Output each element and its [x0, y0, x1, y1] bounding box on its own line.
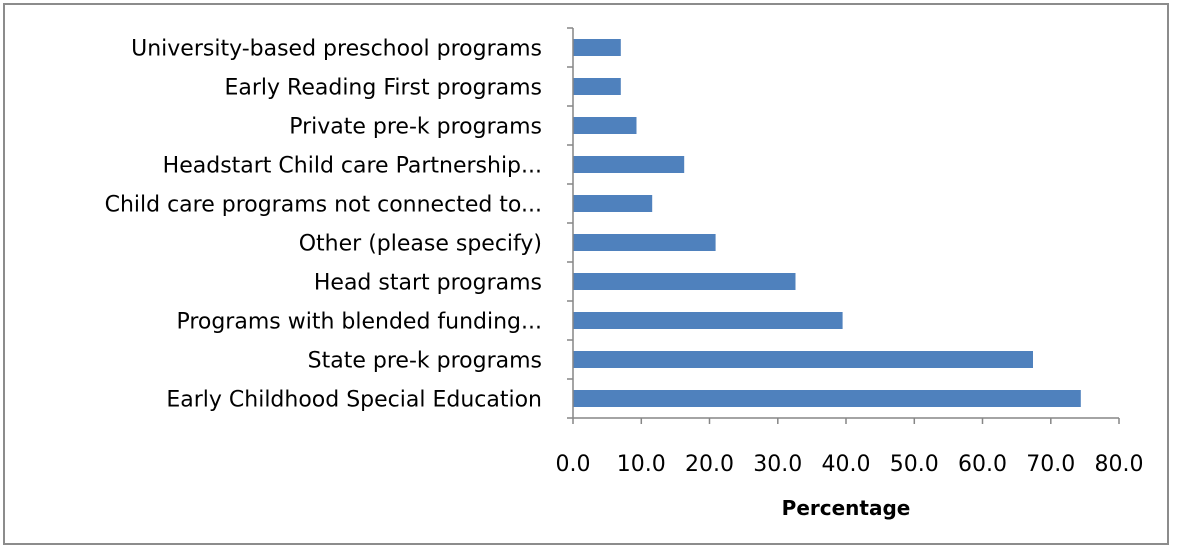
category-label: Child care programs not connected to... [105, 193, 542, 218]
bar [573, 78, 621, 95]
bar [573, 351, 1033, 368]
category-label: Early Childhood Special Education [166, 388, 542, 413]
x-tick-label: 0.0 [556, 452, 591, 477]
bar [573, 273, 796, 290]
category-label: Headstart Child care Partnership... [163, 154, 542, 179]
category-label: Private pre-k programs [289, 115, 542, 140]
category-label: Head start programs [314, 271, 542, 296]
x-tick-label: 60.0 [958, 452, 1007, 477]
x-tick-label: 40.0 [822, 452, 871, 477]
category-label: Early Reading First programs [224, 76, 542, 101]
category-label: Programs with blended funding... [176, 310, 542, 335]
axes-group [567, 27, 1120, 424]
x-axis-title: Percentage [782, 496, 911, 520]
category-label: Other (please specify) [299, 232, 542, 257]
bar [573, 39, 621, 56]
bar [573, 390, 1081, 407]
x-tick-label: 30.0 [753, 452, 802, 477]
bars-group [573, 39, 1081, 407]
bar [573, 156, 685, 173]
x-tick-label: 80.0 [1095, 452, 1144, 477]
x-tick-label: 70.0 [1026, 452, 1075, 477]
bar [573, 117, 637, 134]
x-tick-label: 20.0 [685, 452, 734, 477]
category-labels: University-based preschool programs Early… [105, 37, 542, 413]
x-tick-labels: 0.0 10.0 20.0 30.0 40.0 50.0 60.0 70.0 80.0 [556, 452, 1144, 477]
x-tick-label: 50.0 [890, 452, 939, 477]
bar [573, 234, 716, 251]
category-label: State pre-k programs [308, 349, 542, 374]
bar [573, 195, 653, 212]
bar [573, 312, 843, 329]
category-label: University-based preschool programs [131, 37, 542, 62]
x-tick-label: 10.0 [617, 452, 666, 477]
